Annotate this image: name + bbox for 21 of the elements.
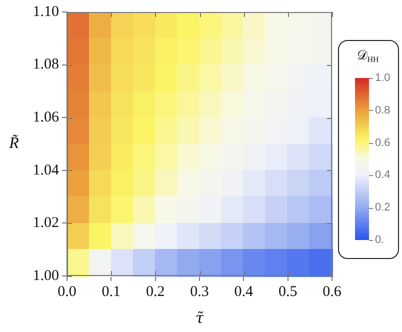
y-tick-label: 1.06	[32, 110, 60, 126]
x-tick-label: 0.0	[58, 284, 76, 300]
y-tick-label: 1.10	[32, 4, 59, 20]
y-tick-label: 1.00	[32, 268, 59, 284]
y-tick-label: 1.08	[32, 56, 59, 73]
x-tick-label: 0.5	[278, 284, 298, 300]
y-tick-label: 1.02	[32, 215, 59, 232]
color-bar-label: 0.8	[375, 104, 390, 116]
x-tick-label: 0.2	[146, 284, 165, 300]
x-tick-label: 0.3	[190, 284, 209, 300]
color-bar-label: 0.	[375, 234, 384, 246]
x-tick-label: 0.6	[322, 284, 342, 300]
y-tick-label: 1.04	[32, 162, 60, 178]
x-axis-title: τ̃	[195, 308, 204, 327]
x-tick-label: 0.4	[234, 284, 254, 300]
color-bar-label: 0.4	[375, 169, 390, 182]
color-bar-label: 0.6	[375, 136, 390, 149]
y-axis-title: R̃	[8, 134, 20, 152]
x-tick-label: 0.1	[102, 284, 121, 300]
color-bar-label: 0.2	[375, 202, 390, 214]
color-bar-label: 1.0	[375, 72, 390, 84]
